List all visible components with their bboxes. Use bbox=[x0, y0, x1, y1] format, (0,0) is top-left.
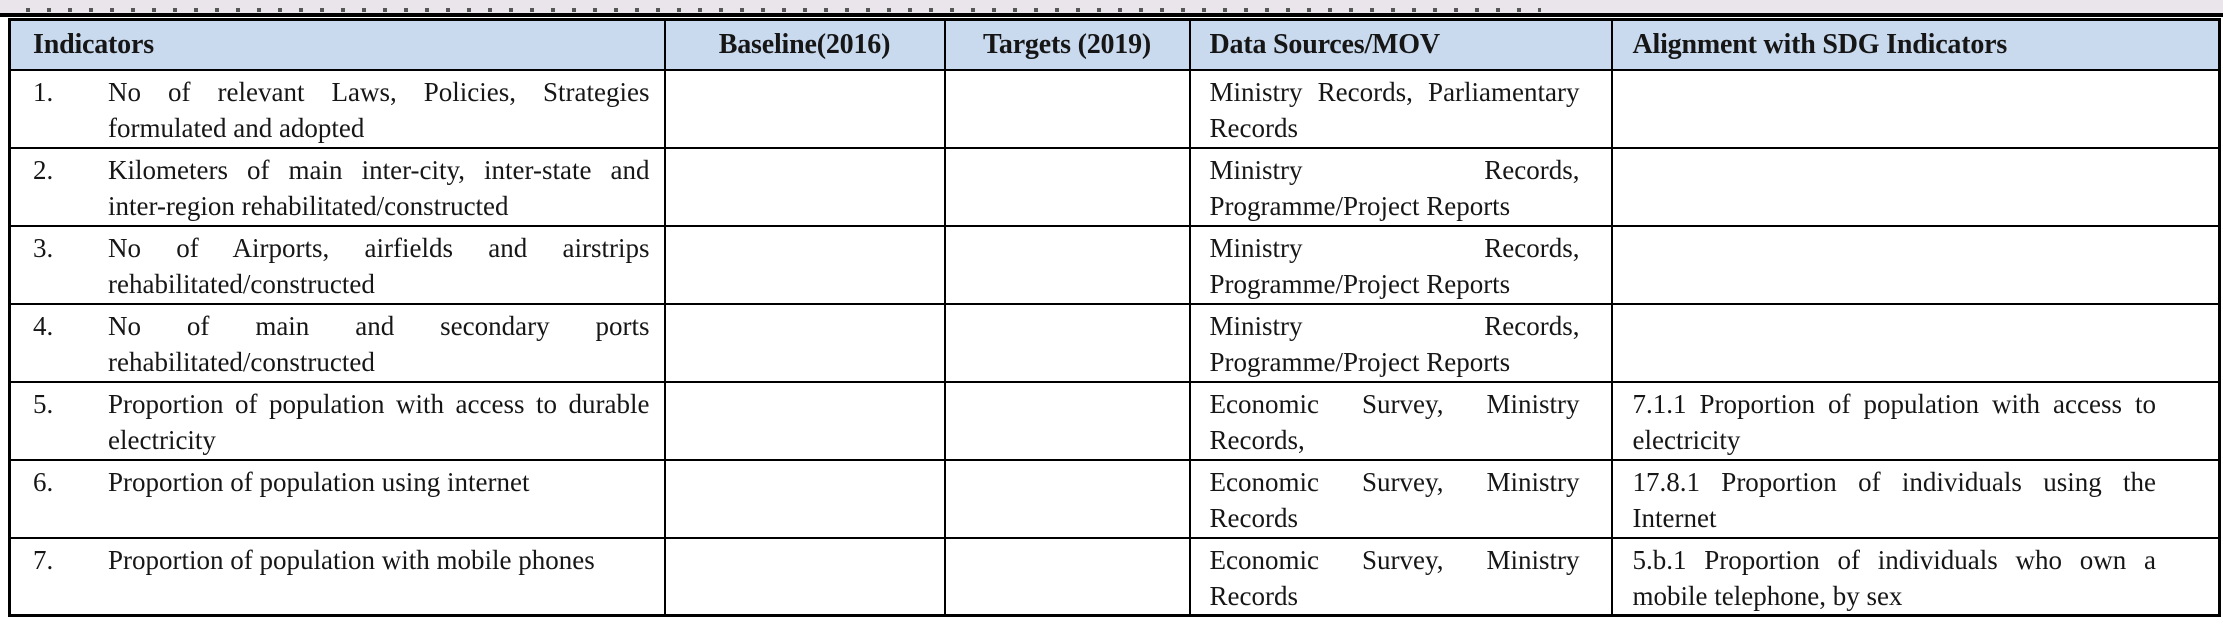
cell-data-sources: Economic Survey, Ministry Records bbox=[1188, 536, 1613, 617]
results-framework-table: Indicators Baseline(2016) Targets (2019)… bbox=[8, 18, 2221, 617]
indicator-number: 6. bbox=[33, 466, 54, 497]
cell-targets bbox=[943, 380, 1191, 461]
cell-indicator: 7. Proportion of population with mobile … bbox=[8, 536, 666, 617]
col-header-data-sources: Data Sources/MOV bbox=[1188, 18, 1613, 71]
table-row: 7. Proportion of population with mobile … bbox=[8, 536, 2221, 617]
cell-data-sources: Ministry Records, Programme/⁠Project Rep… bbox=[1188, 146, 1613, 227]
clipped-text-marks bbox=[26, 8, 1541, 12]
cell-sdg-alignment bbox=[1610, 68, 2221, 149]
col-header-baseline: Baseline(2016) bbox=[663, 18, 946, 71]
table-body: 1. No of relevant Laws, Policies, Strate… bbox=[8, 68, 2221, 617]
cell-sdg-alignment bbox=[1610, 146, 2221, 227]
cell-data-sources: Ministry Records, Programme/⁠Project Rep… bbox=[1188, 302, 1613, 383]
clipped-paragraph-row bbox=[0, 0, 2223, 17]
table-row: 2. Kilometers of main inter-city, inter-… bbox=[8, 146, 2221, 227]
cell-baseline bbox=[663, 380, 946, 461]
col-header-sdg-alignment: Alignment with SDG Indicators bbox=[1610, 18, 2221, 71]
cell-indicator: 5. Proportion of population with access … bbox=[8, 380, 666, 461]
table-row: 5. Proportion of population with access … bbox=[8, 380, 2221, 461]
cell-baseline bbox=[663, 224, 946, 305]
cell-sdg-alignment bbox=[1610, 302, 2221, 383]
cell-baseline bbox=[663, 458, 946, 539]
cell-data-sources: Ministry Records, Programme/⁠Project Rep… bbox=[1188, 224, 1613, 305]
cell-data-sources: Ministry Records, Parliamentary Records bbox=[1188, 68, 1613, 149]
cell-targets bbox=[943, 68, 1191, 149]
indicator-number: 4. bbox=[33, 310, 54, 341]
table-row: 6. Proportion of population using intern… bbox=[8, 458, 2221, 539]
cell-baseline bbox=[663, 146, 946, 227]
cell-sdg-alignment bbox=[1610, 224, 2221, 305]
cell-baseline bbox=[663, 302, 946, 383]
indicator-number: 5. bbox=[33, 388, 54, 419]
cell-data-sources: Economic Survey, Ministry Records bbox=[1188, 458, 1613, 539]
cell-sdg-alignment: 7.1.1 Proportion of population with acce… bbox=[1610, 380, 2221, 461]
cell-indicator: 2. Kilometers of main inter-city, inter-… bbox=[8, 146, 666, 227]
table-row: 4. No of main and secondary ports rehabi… bbox=[8, 302, 2221, 383]
indicator-text: No of main and secondary ports rehabilit… bbox=[108, 310, 650, 377]
table-row: 3. No of Airports, airfields and airstri… bbox=[8, 224, 2221, 305]
indicator-text: No of relevant Laws, Policies, Strategie… bbox=[108, 76, 650, 143]
cell-targets bbox=[943, 536, 1191, 617]
table-row: 1. No of relevant Laws, Policies, Strate… bbox=[8, 68, 2221, 149]
cell-baseline bbox=[663, 68, 946, 149]
cell-indicator: 6. Proportion of population using intern… bbox=[8, 458, 666, 539]
col-header-targets: Targets (2019) bbox=[943, 18, 1191, 71]
header-row: Indicators Baseline(2016) Targets (2019)… bbox=[8, 18, 2221, 71]
indicator-number: 1. bbox=[33, 76, 54, 107]
indicator-text: Proportion of population with mobile pho… bbox=[108, 544, 595, 575]
document-page: Indicators Baseline(2016) Targets (2019)… bbox=[0, 0, 2223, 617]
indicator-number: 3. bbox=[33, 232, 54, 263]
cell-targets bbox=[943, 224, 1191, 305]
indicator-text: Proportion of population with access to … bbox=[108, 388, 650, 455]
indicator-text: Proportion of population using internet bbox=[108, 466, 530, 497]
cell-data-sources: Economic Survey, Ministry Records, bbox=[1188, 380, 1613, 461]
indicator-number: 2. bbox=[33, 154, 54, 185]
indicator-text: No of Airports, airfields and airstrips … bbox=[108, 232, 650, 299]
cell-targets bbox=[943, 302, 1191, 383]
cell-sdg-alignment: 5.b.1 Proportion of individuals who own … bbox=[1610, 536, 2221, 617]
indicator-number: 7. bbox=[33, 544, 54, 575]
cell-indicator: 4. No of main and secondary ports rehabi… bbox=[8, 302, 666, 383]
cell-sdg-alignment: 17.8.1 Proportion of individuals using t… bbox=[1610, 458, 2221, 539]
cell-indicator: 3. No of Airports, airfields and airstri… bbox=[8, 224, 666, 305]
cell-targets bbox=[943, 146, 1191, 227]
indicator-text: Kilometers of main inter-city, inter-sta… bbox=[108, 154, 650, 221]
cell-targets bbox=[943, 458, 1191, 539]
cell-indicator: 1. No of relevant Laws, Policies, Strate… bbox=[8, 68, 666, 149]
cell-baseline bbox=[663, 536, 946, 617]
col-header-indicators: Indicators bbox=[8, 18, 666, 71]
